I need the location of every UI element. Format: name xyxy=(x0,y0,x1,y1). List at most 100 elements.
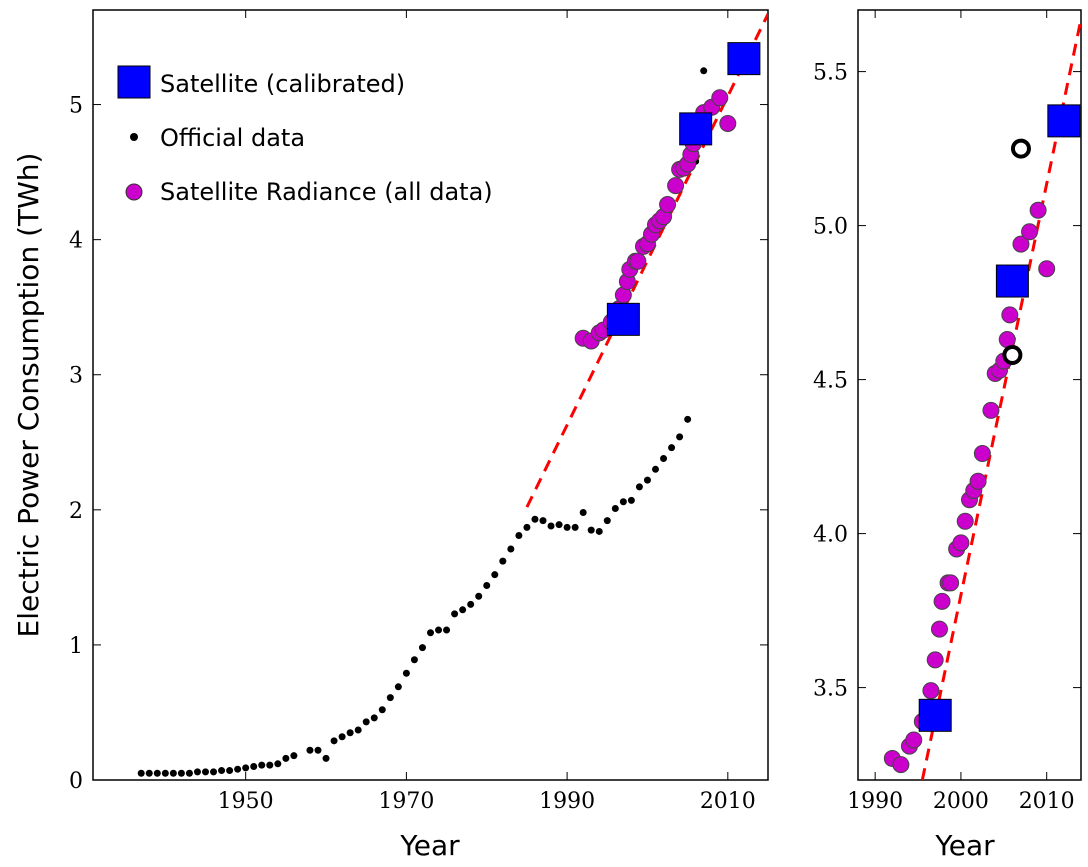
left-official-data-point xyxy=(467,600,475,608)
left-official-data-point xyxy=(684,415,692,423)
left-trend-line xyxy=(525,13,768,508)
left-y-axis-label: Electric Power Consumption (TWh) xyxy=(12,153,45,638)
left-official-data-point xyxy=(475,592,483,600)
left-official-data-point xyxy=(507,545,515,553)
left-official-data-point xyxy=(459,606,467,614)
left-official-data-point xyxy=(193,768,201,776)
legend-label-satellite-radiance: Satellite Radiance (all data) xyxy=(160,178,493,206)
legend-circle-marker xyxy=(125,183,143,201)
legend-dot-marker xyxy=(130,133,138,141)
left-y-tick-label: 4 xyxy=(69,229,83,254)
legend-label-satellite-calibrated: Satellite (calibrated) xyxy=(160,70,405,98)
right-x-tick-label: 1990 xyxy=(847,789,903,814)
left-official-data-point xyxy=(531,515,539,523)
right-satellite-radiance-point xyxy=(1021,223,1039,241)
right-y-tick-label: 4.0 xyxy=(813,523,848,548)
left-official-data-point xyxy=(250,762,258,770)
left-official-data-point xyxy=(539,517,547,525)
right-satellite-radiance-point xyxy=(930,620,948,638)
right-satellite-radiance-point xyxy=(1001,306,1019,324)
right-y-tick-label: 5.0 xyxy=(813,215,848,240)
left-official-data-point xyxy=(234,765,242,773)
left-satellite-radiance-point xyxy=(629,252,647,270)
left-official-data-point xyxy=(555,521,563,529)
left-x-tick-label: 1990 xyxy=(539,789,595,814)
left-official-data-point xyxy=(330,737,338,745)
left-official-data-point xyxy=(137,769,145,777)
left-official-data-point xyxy=(563,523,571,531)
left-official-data-point xyxy=(499,557,507,565)
left-official-data-point xyxy=(177,769,185,777)
right-satellite-radiance-point xyxy=(952,534,970,552)
left-official-data-point xyxy=(306,746,314,754)
left-axis-ticks: 1950 1970 1990 2010 0 1 2 3 4 5 xyxy=(69,10,768,814)
right-satellite-radiance-point xyxy=(933,592,951,610)
right-chart-panel: 1990 2000 2010 3.5 4.0 4.5 5.0 5.5 Year xyxy=(813,9,1082,862)
left-official-data-point xyxy=(290,752,298,760)
right-x-tick-label: 2000 xyxy=(933,789,989,814)
left-official-data-point xyxy=(427,629,434,637)
legend-square-marker xyxy=(117,65,151,99)
left-official-data-point xyxy=(322,754,330,762)
right-satellite-radiance-point xyxy=(905,731,923,749)
left-plot-frame xyxy=(92,9,769,781)
right-satellite-radiance-point xyxy=(973,445,991,463)
right-satellite-radiance-point xyxy=(1029,201,1047,219)
left-satellite-calibrated-point xyxy=(679,112,713,146)
left-y-tick-label: 1 xyxy=(69,634,83,659)
right-data-area xyxy=(883,18,1081,780)
right-satellite-calibrated-point xyxy=(1047,104,1081,138)
left-official-data-point xyxy=(435,626,443,634)
left-satellite-radiance-point xyxy=(659,196,677,214)
right-y-tick-label: 4.5 xyxy=(813,369,848,394)
right-satellite-radiance-point xyxy=(922,682,940,700)
left-official-data-point xyxy=(202,768,209,776)
left-x-axis-label: Year xyxy=(399,829,460,862)
left-data-marks xyxy=(137,13,768,777)
right-x-tick-label: 2010 xyxy=(1019,789,1075,814)
left-official-data-point xyxy=(274,760,282,768)
left-official-data-point xyxy=(491,571,499,579)
legend-label-official-data: Official data xyxy=(160,124,305,152)
left-x-tick-label: 1970 xyxy=(378,789,434,814)
left-official-data-point xyxy=(161,769,169,777)
left-official-data-point xyxy=(579,509,587,517)
right-satellite-radiance-point xyxy=(926,651,944,669)
left-official-data-point xyxy=(346,729,354,737)
left-satellite-radiance-point xyxy=(711,89,729,107)
left-official-data-point xyxy=(282,754,290,762)
left-y-tick-label: 2 xyxy=(69,499,83,524)
left-official-data-point xyxy=(515,531,523,539)
left-official-data-point xyxy=(402,669,410,677)
left-official-data-point xyxy=(595,527,603,535)
left-official-data-point xyxy=(603,517,611,525)
right-x-axis-label: Year xyxy=(934,829,995,862)
right-satellite-radiance-point xyxy=(942,574,960,592)
left-official-data-point xyxy=(362,718,370,726)
left-official-data-point xyxy=(314,746,322,754)
left-official-data-point xyxy=(145,769,153,777)
left-official-data-point xyxy=(153,769,161,777)
left-official-data-point xyxy=(643,476,651,484)
left-official-data-point xyxy=(354,726,362,734)
left-chart-panel: 1950 1970 1990 2010 0 1 2 3 4 5 Year Electric Pow… xyxy=(12,9,769,862)
left-y-tick-label: 5 xyxy=(69,94,83,119)
left-official-data-point xyxy=(378,706,386,714)
left-official-data-point xyxy=(410,656,418,664)
left-official-data-point xyxy=(523,523,531,531)
left-official-data-point xyxy=(635,483,643,491)
left-official-data-point xyxy=(627,496,635,504)
right-trend-line xyxy=(920,18,1081,780)
left-official-data-point xyxy=(418,644,426,652)
left-satellite-calibrated-point xyxy=(606,302,640,336)
left-official-data-point xyxy=(258,761,266,769)
left-official-data-point xyxy=(676,433,684,441)
right-plot-frame xyxy=(857,9,1082,781)
legend: Satellite (calibrated) Official data Sat… xyxy=(117,65,493,206)
right-satellite-radiance-point xyxy=(969,472,987,490)
left-satellite-radiance-point xyxy=(667,177,685,195)
left-satellite-radiance-point xyxy=(719,114,737,132)
right-axis-ticks: 1990 2000 2010 3.5 4.0 4.5 5.0 5.5 xyxy=(813,10,1081,814)
right-official-data-point xyxy=(1002,344,1023,365)
